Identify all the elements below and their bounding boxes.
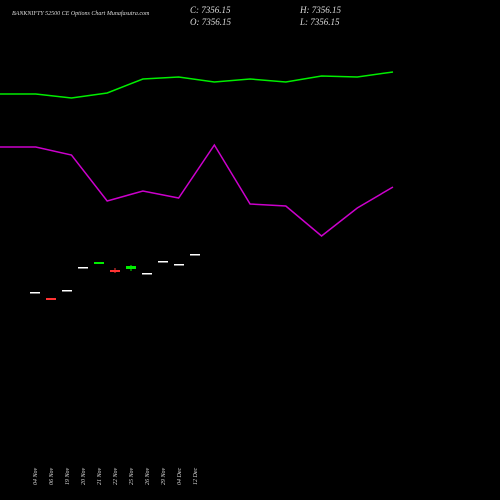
- ohlc-high: H: 7356.15: [299, 5, 341, 15]
- x-tick-label: 06 Nov: [49, 467, 55, 485]
- candle-body: [190, 254, 200, 256]
- line: [0, 71, 394, 99]
- candle-body: [174, 264, 184, 266]
- ohlc-low: L: 7356.15: [299, 17, 340, 27]
- x-tick-label: 19 Nov: [65, 467, 71, 485]
- x-tick-label: 25 Nov: [129, 467, 135, 485]
- candle-body: [46, 298, 56, 300]
- candle-body: [94, 262, 104, 264]
- candle-body: [62, 290, 72, 292]
- x-tick-label: 12 Dec: [193, 468, 199, 485]
- candle-body: [78, 267, 88, 269]
- x-tick-label: 20 Nov: [81, 467, 87, 485]
- x-tick-label: 26 Nov: [145, 467, 151, 485]
- chart-title: BANKNIFTY 52500 CE Options Chart Munafas…: [12, 10, 150, 17]
- candle-body: [158, 261, 168, 263]
- candle-body: [110, 270, 120, 272]
- candle-body: [126, 266, 136, 269]
- ohlc-close: C: 7356.15: [190, 5, 231, 15]
- x-tick-label: 22 Nov: [113, 467, 119, 485]
- x-tick-label: 29 Nov: [161, 467, 167, 485]
- ohlc-open: O: 7356.15: [190, 17, 231, 27]
- candle-body: [30, 292, 40, 294]
- x-tick-label: 04 Dec: [176, 468, 183, 485]
- candle-body: [142, 273, 152, 275]
- x-tick-label: 04 Nov: [32, 467, 39, 485]
- line: [0, 143, 394, 237]
- x-tick-label: 21 Nov: [97, 467, 103, 485]
